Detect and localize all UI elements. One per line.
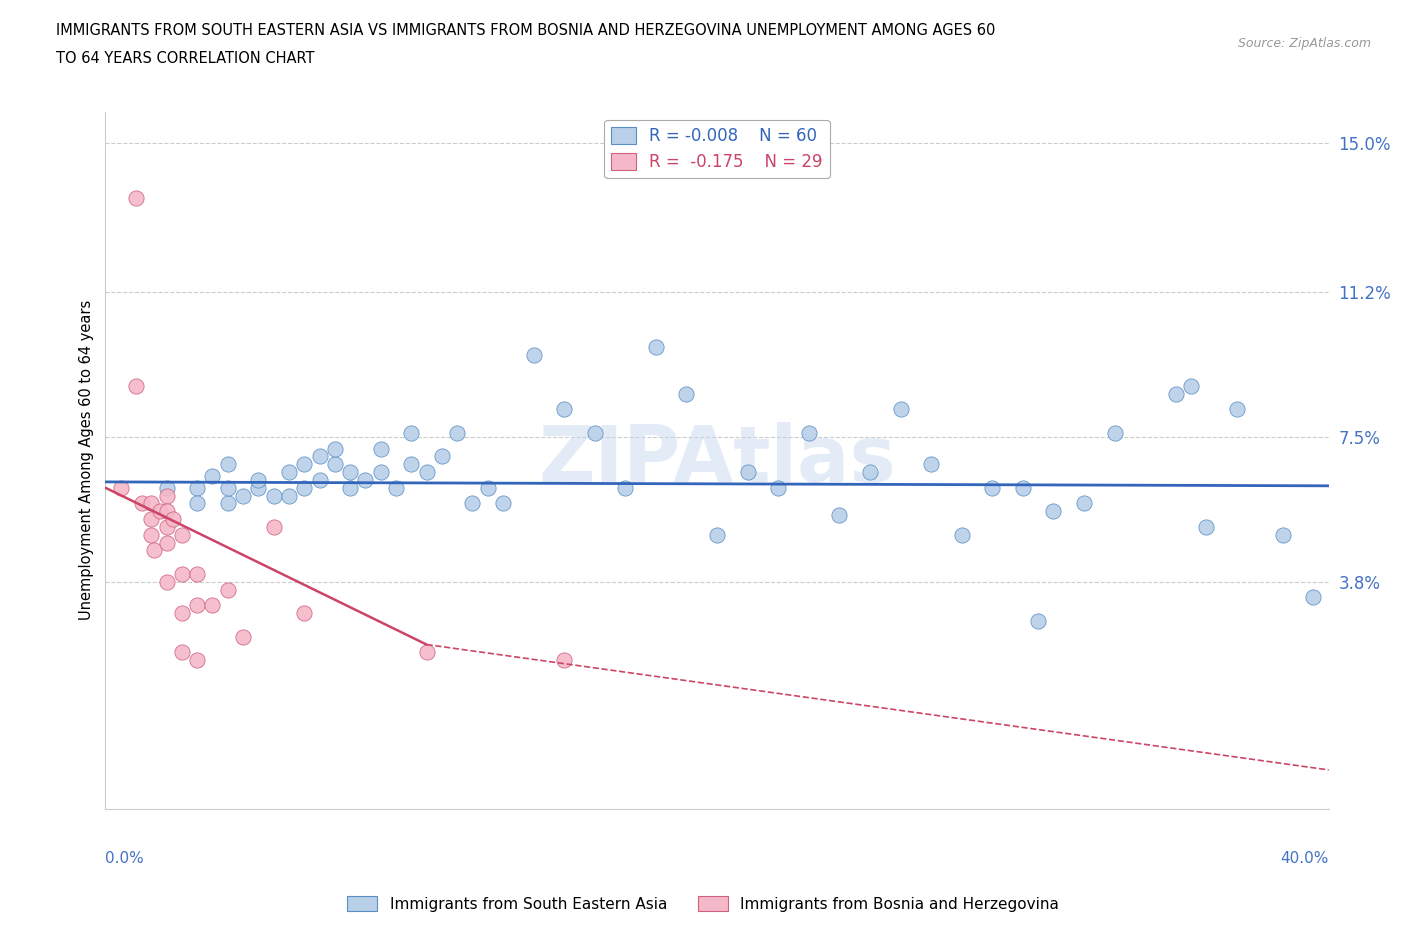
Text: 0.0%: 0.0% xyxy=(105,851,145,866)
Point xyxy=(155,480,177,495)
Point xyxy=(247,480,270,495)
Point xyxy=(583,426,606,441)
Point xyxy=(201,598,224,613)
Point xyxy=(706,527,728,542)
Point xyxy=(170,605,193,620)
Point xyxy=(1271,527,1294,542)
Point xyxy=(553,402,575,417)
Point xyxy=(950,527,973,542)
Point xyxy=(828,508,851,523)
Point xyxy=(401,426,423,441)
Point xyxy=(323,441,346,456)
Point xyxy=(186,598,208,613)
Legend: Immigrants from South Eastern Asia, Immigrants from Bosnia and Herzegovina: Immigrants from South Eastern Asia, Immi… xyxy=(340,889,1066,918)
Point xyxy=(1073,496,1095,511)
Point xyxy=(155,504,177,519)
Point xyxy=(385,480,408,495)
Point xyxy=(1042,504,1064,519)
Point xyxy=(186,566,208,581)
Point xyxy=(278,465,301,480)
Point xyxy=(155,520,177,535)
Point xyxy=(143,543,166,558)
Point xyxy=(461,496,484,511)
Y-axis label: Unemployment Among Ages 60 to 64 years: Unemployment Among Ages 60 to 64 years xyxy=(79,300,94,620)
Text: Source: ZipAtlas.com: Source: ZipAtlas.com xyxy=(1237,37,1371,50)
Text: TO 64 YEARS CORRELATION CHART: TO 64 YEARS CORRELATION CHART xyxy=(56,51,315,66)
Point xyxy=(232,630,254,644)
Point xyxy=(292,605,315,620)
Point xyxy=(201,469,224,484)
Point xyxy=(131,496,153,511)
Point xyxy=(308,472,330,487)
Point xyxy=(308,449,330,464)
Point xyxy=(292,480,315,495)
Point xyxy=(217,480,239,495)
Point xyxy=(110,480,132,495)
Point xyxy=(186,496,208,511)
Point xyxy=(278,488,301,503)
Point xyxy=(492,496,515,511)
Point xyxy=(644,339,666,354)
Point xyxy=(1164,386,1187,401)
Point xyxy=(141,527,163,542)
Point xyxy=(737,465,759,480)
Point xyxy=(263,488,285,503)
Point xyxy=(446,426,468,441)
Point xyxy=(1302,590,1324,604)
Point xyxy=(415,465,437,480)
Point xyxy=(430,449,453,464)
Point xyxy=(768,480,790,495)
Point xyxy=(186,653,208,668)
Point xyxy=(217,496,239,511)
Point xyxy=(1104,426,1126,441)
Point xyxy=(170,527,193,542)
Point xyxy=(247,472,270,487)
Point xyxy=(155,488,177,503)
Point xyxy=(859,465,882,480)
Point xyxy=(477,480,499,495)
Point xyxy=(292,457,315,472)
Point xyxy=(553,653,575,668)
Point xyxy=(155,535,177,550)
Point xyxy=(323,457,346,472)
Text: IMMIGRANTS FROM SOUTH EASTERN ASIA VS IMMIGRANTS FROM BOSNIA AND HERZEGOVINA UNE: IMMIGRANTS FROM SOUTH EASTERN ASIA VS IM… xyxy=(56,23,995,38)
Point xyxy=(889,402,911,417)
Point xyxy=(125,379,148,393)
Point xyxy=(614,480,637,495)
Point xyxy=(217,457,239,472)
Point xyxy=(370,465,392,480)
Point xyxy=(1180,379,1202,393)
Point xyxy=(1011,480,1033,495)
Point xyxy=(401,457,423,472)
Point xyxy=(1026,614,1049,629)
Legend: R = -0.008    N = 60, R =  -0.175    N = 29: R = -0.008 N = 60, R = -0.175 N = 29 xyxy=(605,120,830,178)
Point xyxy=(920,457,942,472)
Point xyxy=(1195,520,1218,535)
Point xyxy=(981,480,1004,495)
Point xyxy=(232,488,254,503)
Point xyxy=(675,386,697,401)
Point xyxy=(141,512,163,526)
Point xyxy=(263,520,285,535)
Point xyxy=(186,480,208,495)
Point xyxy=(1226,402,1249,417)
Point xyxy=(125,191,148,206)
Point xyxy=(170,644,193,659)
Text: ZIPAtlas: ZIPAtlas xyxy=(538,422,896,498)
Point xyxy=(170,566,193,581)
Point xyxy=(339,465,361,480)
Point xyxy=(523,347,546,362)
Point xyxy=(141,496,163,511)
Point xyxy=(162,512,184,526)
Text: 40.0%: 40.0% xyxy=(1281,851,1329,866)
Point xyxy=(415,644,437,659)
Point xyxy=(354,472,377,487)
Point xyxy=(217,582,239,597)
Point xyxy=(797,426,820,441)
Point xyxy=(155,575,177,590)
Point xyxy=(370,441,392,456)
Point xyxy=(339,480,361,495)
Point xyxy=(149,504,172,519)
